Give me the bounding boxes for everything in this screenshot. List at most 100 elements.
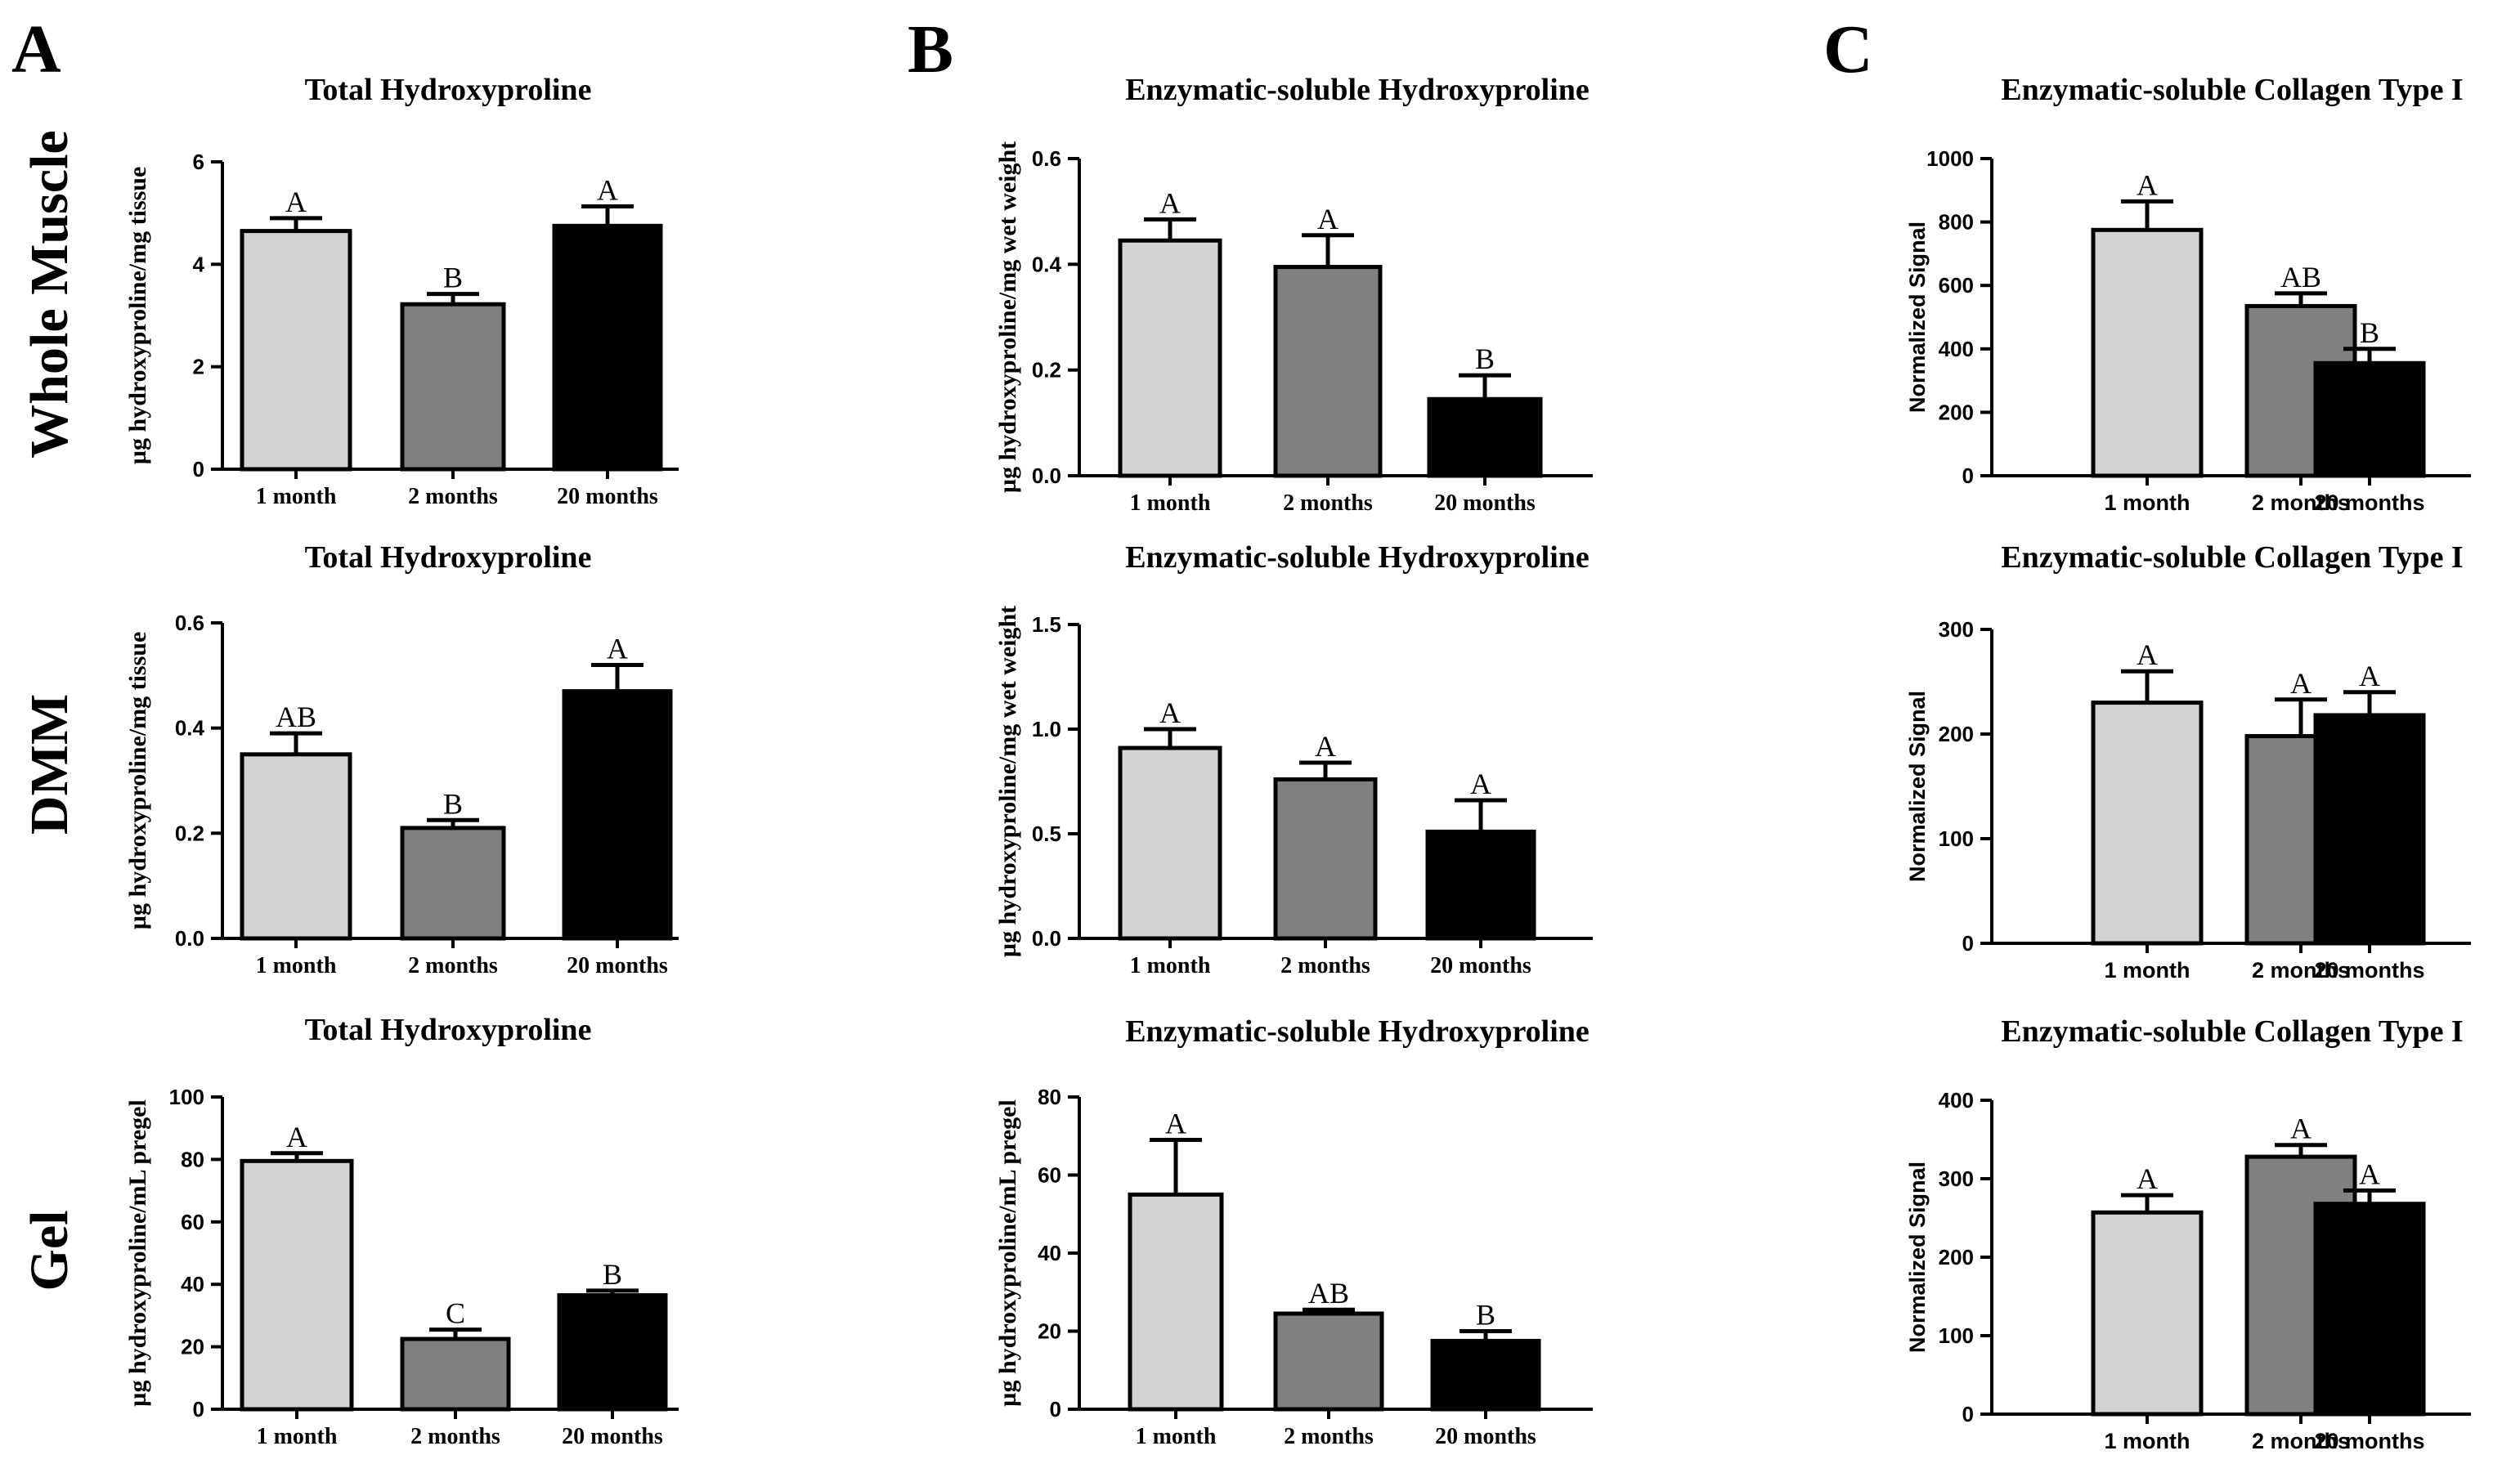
y-tick-label: 0.4 [175,716,205,741]
y-axis-label: Normalized Signal [1905,1162,1930,1353]
y-tick-label: 0.2 [175,821,204,845]
bar [240,229,352,472]
y-tick-label: 1000 [1926,146,1974,171]
significance-letter: A [2137,638,2158,671]
bar [1425,829,1536,941]
y-tick-label: 800 [1939,210,1974,235]
significance-letter: A [285,186,307,218]
x-tick-label: 1 month [1130,490,1211,516]
y-tick-label: 0.6 [175,611,204,635]
significance-letter: B [1476,1299,1495,1332]
x-tick-label: 20 months [1430,953,1531,978]
y-tick-label: 0 [193,1397,204,1421]
bar [562,689,673,941]
significance-letter: B [603,1258,622,1291]
significance-letter: A [1470,768,1491,800]
chart-title: Enzymatic-soluble Hydroxyproline [1125,540,1590,575]
y-axis-label: µg hydroxyproline/mg wet weight [994,141,1021,493]
column-letter-c: C [1823,11,1873,87]
chart-title: Total Hydroxyproline [305,1013,592,1047]
x-tick-label: 20 months [2314,490,2424,515]
x-tick-label: 20 months [2314,958,2424,983]
y-tick-label: 40 [181,1272,204,1296]
significance-letter: A [2359,660,2380,692]
chart-b3: Enzymatic-soluble Hydroxyproline µg hydro… [994,1014,1593,1449]
bar [2091,701,2204,946]
bar [2313,1202,2426,1417]
chart-title: Enzymatic-soluble Hydroxyproline [1125,73,1590,107]
y-axis-label: µg hydroxyproline/mL pregel [124,1099,151,1407]
x-tick-label: 20 months [1434,490,1536,516]
y-tick-label: 0 [1962,1402,1974,1426]
y-tick-label: 6 [193,150,204,174]
y-tick-label: 200 [1939,722,1974,746]
column-letter-b: B [908,11,953,87]
significance-letter: A [286,1121,307,1153]
y-tick-label: 300 [1939,617,1974,642]
y-tick-label: 0.2 [1032,358,1061,383]
bar [2091,227,2204,478]
chart-b1: Enzymatic-soluble Hydroxyproline µg hydro… [994,73,1593,516]
y-tick-label: 1.5 [1032,612,1061,637]
x-tick-label: 2 months [1284,1424,1374,1449]
x-tick-label: 1 month [2105,490,2190,515]
chart-a2: Total Hydroxyproline µg hydroxyproline/mg… [124,540,679,978]
significance-letter: B [443,262,463,294]
y-tick-label: 400 [1939,1088,1974,1113]
bar [400,302,506,472]
chart-b2: Enzymatic-soluble Hydroxyproline µg hydro… [994,540,1593,978]
y-axis-label: µg hydroxyproline/mg wet weight [994,606,1021,957]
significance-letter: C [446,1297,465,1330]
significance-letter: B [1475,342,1495,375]
chart-c1: Enzymatic-soluble Collagen Type I Normali… [1905,73,2471,515]
y-tick-label: 300 [1939,1166,1974,1191]
chart-title: Enzymatic-soluble Collagen Type I [2001,1014,2463,1049]
y-tick-label: 0 [193,457,204,481]
bar [400,826,506,941]
y-tick-label: 0.4 [1032,252,1062,276]
significance-letter: A [2290,1113,2311,1145]
y-axis-label: Normalized Signal [1905,691,1930,882]
y-tick-label: 200 [1939,400,1974,424]
y-tick-label: 0.6 [1032,146,1061,171]
y-tick-label: 200 [1939,1245,1974,1269]
x-tick-label: 2 months [408,953,498,978]
y-tick-label: 0 [1962,931,1974,956]
y-tick-label: 60 [181,1210,204,1234]
significance-letter: AB [276,701,316,733]
y-tick-label: 0.5 [1032,822,1061,846]
x-tick-label: 2 months [2252,490,2350,515]
y-tick-label: 0.0 [175,926,204,951]
significance-letter: AB [1308,1277,1349,1310]
y-axis-label: µg hydroxyproline/mL pregel [994,1099,1021,1407]
y-tick-label: 0 [1050,1397,1061,1421]
bar [1118,238,1222,478]
x-tick-label: 1 month [2105,1429,2190,1453]
x-tick-label: 2 months [1283,490,1373,516]
x-tick-label: 20 months [557,484,658,509]
y-tick-label: 20 [181,1335,204,1359]
x-tick-label: 2 months [2252,958,2350,983]
bar [240,1158,354,1412]
bar [557,1293,668,1412]
chart-title: Enzymatic-soluble Hydroxyproline [1125,1014,1590,1049]
chart-a1: Total Hydroxyproline µg hydroxyproline/mg… [124,73,679,509]
bar [1118,745,1222,941]
x-tick-label: 1 month [256,953,337,978]
bar [2313,713,2426,946]
chart-panels: Total Hydroxyproline µg hydroxyproline/mg… [124,73,2471,1453]
row-label-dmm: DMM [20,694,79,835]
x-tick-label: 1 month [256,484,337,509]
x-tick-label: 20 months [567,953,668,978]
bar [1273,265,1383,478]
x-tick-label: 2 months [408,484,498,509]
chart-title: Enzymatic-soluble Collagen Type I [2001,540,2463,575]
bar [1273,777,1378,941]
y-tick-label: 20 [1038,1319,1061,1344]
y-tick-label: 0 [1962,463,1974,488]
significance-letter: B [443,787,463,820]
bar [1273,1311,1384,1412]
x-tick-label: 1 month [1130,953,1211,978]
chart-a3: Total Hydroxyproline µg hydroxyproline/mL… [124,1013,679,1449]
x-tick-label: 1 month [1136,1424,1217,1449]
